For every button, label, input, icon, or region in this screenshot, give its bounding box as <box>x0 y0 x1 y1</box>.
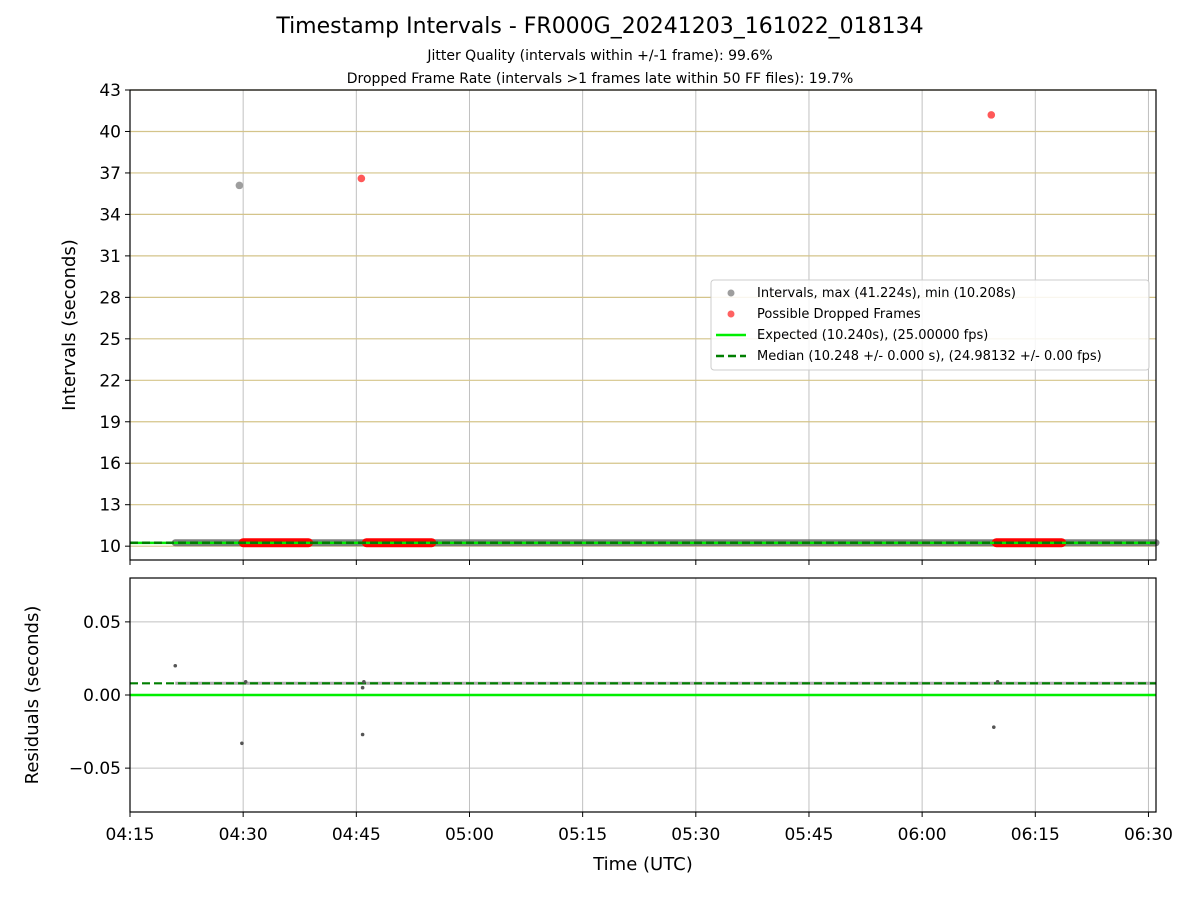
intervals-axes-frame <box>129 89 1157 561</box>
intervals-ticks: 10 13 16 19 22 25 28 31 34 37 40 43 <box>99 81 1149 565</box>
x-tick-label: 06:15 <box>1011 825 1060 845</box>
residual-point <box>362 680 366 684</box>
x-tick-label: 05:45 <box>784 825 833 845</box>
y-tick-label: 40 <box>99 122 121 142</box>
legend-median-label: Median (10.248 +/- 0.000 s), (24.98132 +… <box>757 349 1102 364</box>
dropped-frame-rate-subtitle: Dropped Frame Rate (intervals >1 frames … <box>346 71 854 87</box>
x-tick-label: 06:00 <box>898 825 947 845</box>
residuals-y-axis-label: Residuals (seconds) <box>22 606 43 785</box>
residuals-reference-lines <box>130 681 1156 697</box>
y-tick-label: 0.00 <box>83 686 121 706</box>
y-tick-label: 43 <box>99 81 121 101</box>
dropped-frame-point <box>357 174 366 183</box>
intervals-y-axis-label: Intervals (seconds) <box>59 239 80 411</box>
legend-intervals-marker <box>727 289 735 297</box>
y-tick-label: 22 <box>99 371 121 391</box>
residuals-panel: 04:15 04:30 04:45 05:00 05:15 05:30 05:45 06:00… <box>22 577 1173 875</box>
x-tick-label: 04:30 <box>219 825 268 845</box>
dropped-frame-point <box>987 111 996 119</box>
residual-point <box>360 732 365 737</box>
residuals-points <box>173 663 1000 746</box>
y-tick-label: 13 <box>99 496 121 516</box>
legend-intervals-label: Intervals, max (41.224s), min (10.208s) <box>757 286 1016 301</box>
y-tick-label: 19 <box>99 413 121 433</box>
y-tick-label: 0.05 <box>83 613 121 633</box>
residual-point <box>360 685 365 690</box>
residuals-ticks: 04:15 04:30 04:45 05:00 05:15 05:30 05:45 06:00… <box>69 613 1173 845</box>
y-tick-label: 31 <box>99 247 121 267</box>
x-tick-label: 04:15 <box>106 825 155 845</box>
residual-point <box>240 741 244 746</box>
x-axis-label: Time (UTC) <box>592 854 693 875</box>
y-tick-label: 16 <box>99 454 121 474</box>
legend-dropped-label: Possible Dropped Frames <box>757 307 921 322</box>
chart-title: Timestamp Intervals - FR000G_20241203_16… <box>276 14 924 39</box>
x-tick-label: 05:15 <box>558 825 607 845</box>
legend-expected-label: Expected (10.240s), (25.00000 fps) <box>757 328 988 343</box>
x-tick-label: 05:00 <box>445 825 494 845</box>
y-tick-label: 34 <box>99 205 121 225</box>
y-tick-label: 10 <box>99 537 121 557</box>
y-tick-label: 28 <box>99 288 121 308</box>
intervals-panel: 10 13 16 19 22 25 28 31 34 37 40 43 Intervals (seco… <box>59 81 1160 565</box>
legend-dropped-marker <box>727 310 735 318</box>
x-tick-label: 04:45 <box>332 825 381 845</box>
residual-point <box>243 680 248 684</box>
y-tick-label: 37 <box>99 164 121 184</box>
residual-point <box>992 725 996 729</box>
jitter-quality-subtitle: Jitter Quality (intervals within +/-1 fr… <box>427 48 773 64</box>
residual-point <box>173 663 178 668</box>
intervals-points <box>235 111 996 190</box>
legend: Intervals, max (41.224s), min (10.208s) … <box>710 279 1150 371</box>
x-tick-label: 06:30 <box>1124 825 1173 845</box>
y-tick-label: 25 <box>99 330 121 350</box>
residual-point <box>995 680 1000 684</box>
legend-box <box>710 279 1150 371</box>
y-tick-label: −0.05 <box>69 759 121 779</box>
x-tick-label: 05:30 <box>671 825 720 845</box>
interval-point <box>235 181 244 190</box>
